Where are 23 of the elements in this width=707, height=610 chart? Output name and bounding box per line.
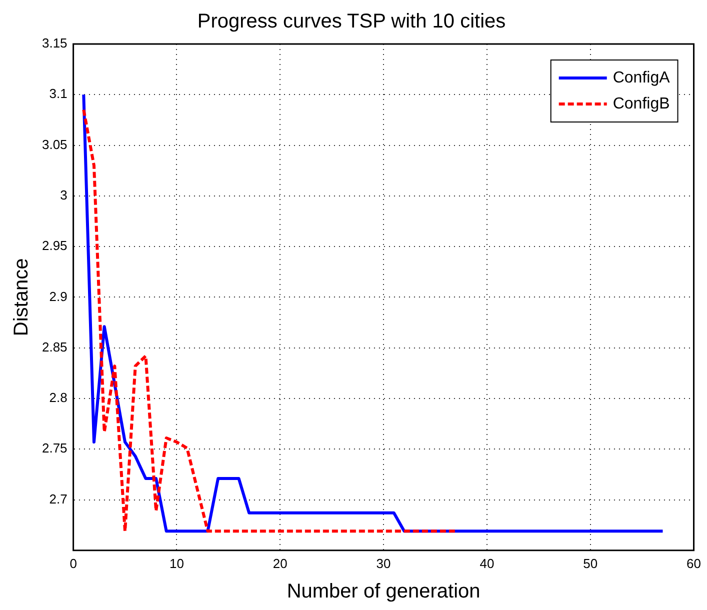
y-tick-label: 2.9 (49, 288, 68, 304)
x-tick-label: 10 (169, 556, 184, 571)
y-tick-label: 2.95 (42, 238, 68, 254)
x-axis-title: Number of generation (286, 580, 480, 603)
x-tick-label: 30 (376, 556, 391, 571)
legend-label: ConfigA (612, 69, 670, 86)
x-tick-label: 0 (70, 556, 77, 571)
x-tick-label: 40 (480, 556, 494, 571)
y-tick-label: 3.1 (49, 86, 68, 102)
y-tick-label: 3 (60, 188, 68, 202)
line-series (82, 108, 458, 533)
legend-label: ConfigB (612, 95, 670, 112)
y-tick-label: 2.8 (49, 390, 68, 406)
chart-title: Progress curves TSP with 10 cities (197, 10, 506, 33)
y-tick-label: 3.15 (42, 36, 68, 51)
x-tick-label: 50 (583, 556, 598, 571)
y-axis-title: Distance (10, 258, 33, 336)
y-tick-label: 2.85 (42, 339, 68, 354)
y-tick-label: 2.75 (42, 440, 68, 456)
y-tick-label: 3.05 (42, 136, 68, 152)
y-tick-label: 2.7 (49, 491, 68, 506)
x-tick-label: 60 (686, 556, 702, 571)
x-tick-label: 20 (272, 556, 288, 571)
